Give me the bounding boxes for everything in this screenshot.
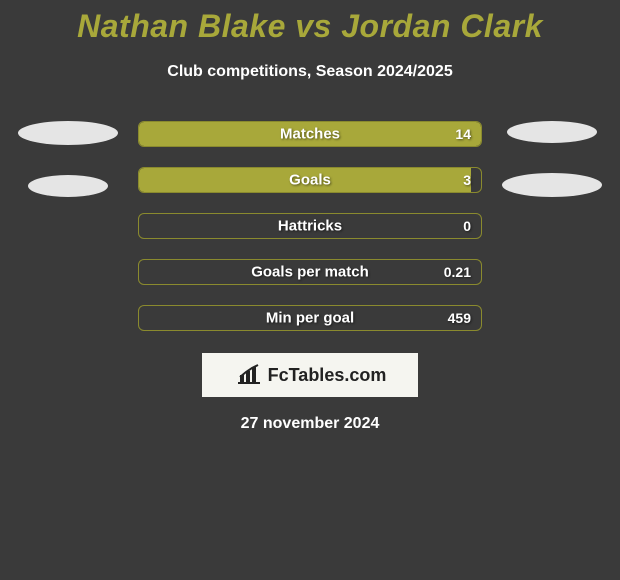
stat-bar: Goals per match 0.21 xyxy=(138,259,482,285)
chart-area: Matches 14 Goals 3 Hattricks 0 Goals per… xyxy=(0,121,620,331)
player-ellipse xyxy=(28,175,108,197)
bar-label: Goals xyxy=(289,172,331,189)
bar-label: Hattricks xyxy=(278,218,342,235)
left-player-col xyxy=(8,121,128,331)
player-ellipse xyxy=(502,173,602,197)
stat-bars: Matches 14 Goals 3 Hattricks 0 Goals per… xyxy=(138,121,482,331)
page-title: Nathan Blake vs Jordan Clark xyxy=(77,8,543,45)
stat-bar: Min per goal 459 xyxy=(138,305,482,331)
subtitle: Club competitions, Season 2024/2025 xyxy=(167,63,452,81)
bar-value: 3 xyxy=(463,172,471,188)
chart-icon xyxy=(234,363,262,387)
brand-text: FcTables.com xyxy=(268,365,387,386)
right-player-col xyxy=(492,121,612,331)
date-text: 27 november 2024 xyxy=(241,415,380,433)
bar-label: Min per goal xyxy=(266,310,354,327)
bar-label: Matches xyxy=(280,126,340,143)
bar-value: 459 xyxy=(448,310,471,326)
bar-label: Goals per match xyxy=(251,264,369,281)
comparison-infographic: Nathan Blake vs Jordan Clark Club compet… xyxy=(0,0,620,433)
bar-value: 14 xyxy=(455,126,471,142)
player-ellipse xyxy=(507,121,597,143)
bar-value: 0 xyxy=(463,218,471,234)
stat-bar: Hattricks 0 xyxy=(138,213,482,239)
stat-bar: Matches 14 xyxy=(138,121,482,147)
player-ellipse xyxy=(18,121,118,145)
branding-box: FcTables.com xyxy=(202,353,418,397)
stat-bar: Goals 3 xyxy=(138,167,482,193)
bar-value: 0.21 xyxy=(444,264,471,280)
